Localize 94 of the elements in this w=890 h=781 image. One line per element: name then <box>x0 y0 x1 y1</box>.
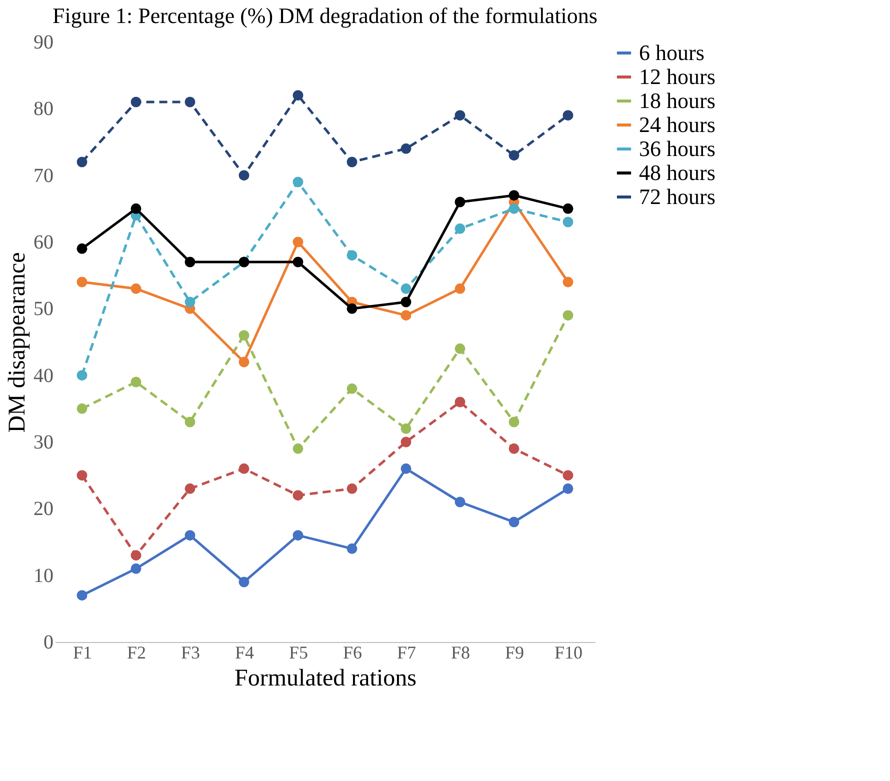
point <box>130 203 142 214</box>
point <box>76 590 88 601</box>
y-tick-label: 40 <box>34 364 54 387</box>
point <box>76 243 88 254</box>
x-tick-label: F3 <box>180 642 200 662</box>
y-tick-label: 50 <box>34 298 54 320</box>
point <box>238 463 250 474</box>
point <box>400 283 412 294</box>
y-tick-label: 80 <box>34 98 54 120</box>
point <box>130 376 142 388</box>
point <box>454 343 466 354</box>
point <box>184 256 196 268</box>
point <box>562 276 574 288</box>
point <box>292 530 304 541</box>
legend-label: 18 hours <box>639 88 716 113</box>
point <box>238 576 250 588</box>
x-axis-title: Formulated rations <box>234 666 416 692</box>
point <box>76 470 88 481</box>
point <box>238 330 250 341</box>
y-tick-label: 70 <box>34 164 54 187</box>
point <box>400 436 412 448</box>
point <box>346 383 358 394</box>
y-tick-label: 90 <box>34 32 54 54</box>
point <box>562 203 574 214</box>
point <box>76 370 88 381</box>
x-tick-label: F6 <box>342 642 362 662</box>
y-tick-label: 10 <box>34 564 54 587</box>
point <box>346 250 358 261</box>
point <box>562 483 574 494</box>
point <box>508 516 520 528</box>
point <box>76 156 88 168</box>
point <box>508 443 520 454</box>
point <box>292 443 304 454</box>
point <box>130 563 142 574</box>
x-tick-label: F1 <box>72 642 92 662</box>
legend-label: 36 hours <box>639 136 716 161</box>
point <box>238 356 250 368</box>
x-tick-label: F2 <box>126 642 146 662</box>
point <box>184 416 196 428</box>
point <box>454 283 466 294</box>
point <box>508 416 520 428</box>
point <box>346 543 358 554</box>
chart-title: Figure 1: Percentage (%) DM degradation of the formulations <box>52 3 598 28</box>
point <box>292 176 304 188</box>
legend-label: 12 hours <box>639 64 716 89</box>
point <box>184 483 196 494</box>
point <box>454 196 466 208</box>
x-tick-label: F8 <box>450 642 470 662</box>
point <box>292 236 304 248</box>
point <box>400 310 412 321</box>
point <box>346 483 358 494</box>
point <box>184 96 196 108</box>
y-tick-label: 30 <box>34 432 54 454</box>
point <box>508 150 520 161</box>
point <box>454 396 466 408</box>
point <box>130 283 142 294</box>
point <box>346 303 358 314</box>
point <box>454 110 466 121</box>
point <box>184 530 196 541</box>
y-tick-label: 60 <box>34 232 54 254</box>
point <box>562 216 574 228</box>
legend-label: 24 hours <box>639 112 716 137</box>
point <box>184 296 196 308</box>
point <box>454 496 466 508</box>
point <box>292 90 304 101</box>
point <box>454 223 466 234</box>
x-tick-label: F7 <box>396 642 416 662</box>
legend-label: 72 hours <box>639 184 716 209</box>
y-tick-label: 20 <box>34 498 54 520</box>
point <box>562 310 574 321</box>
point <box>130 550 142 561</box>
point <box>562 110 574 121</box>
point <box>292 490 304 501</box>
point <box>562 470 574 481</box>
y-axis-title: DM disappearance <box>4 252 30 433</box>
point <box>400 296 412 308</box>
x-tick-label: F10 <box>554 642 583 662</box>
point <box>508 190 520 201</box>
point <box>76 403 88 414</box>
legend-label: 48 hours <box>639 160 716 185</box>
y-tick-label: 0 <box>44 632 54 654</box>
point <box>130 96 142 108</box>
point <box>508 203 520 214</box>
point <box>346 156 358 168</box>
x-tick-label: F4 <box>234 642 254 662</box>
point <box>292 256 304 268</box>
point <box>400 463 412 474</box>
legend-label: 6 hours <box>639 40 704 65</box>
point <box>76 276 88 288</box>
point <box>400 423 412 434</box>
point <box>400 143 412 154</box>
x-tick-label: F5 <box>288 642 308 662</box>
x-tick-label: F9 <box>504 642 524 662</box>
point <box>238 170 250 181</box>
